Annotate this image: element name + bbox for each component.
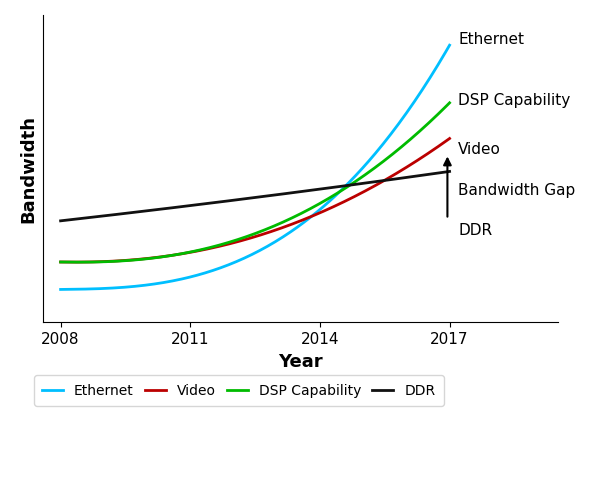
- Video: [71, 259, 79, 265]
- Ethernet: [446, 43, 453, 48]
- DDR: [57, 218, 64, 224]
- Video: [58, 259, 65, 265]
- Video: [289, 221, 296, 227]
- DSP Capability: [58, 259, 65, 265]
- Text: Ethernet: Ethernet: [458, 32, 524, 47]
- Text: DDR: DDR: [458, 223, 493, 238]
- DSP Capability: [57, 259, 64, 265]
- Y-axis label: Bandwidth: Bandwidth: [20, 115, 38, 223]
- DDR: [58, 218, 65, 224]
- Ethernet: [58, 287, 65, 293]
- DDR: [287, 190, 295, 196]
- Ethernet: [295, 223, 302, 229]
- DDR: [289, 190, 296, 196]
- Text: Bandwidth Gap: Bandwidth Gap: [458, 183, 575, 198]
- Text: Video: Video: [458, 142, 501, 157]
- Video: [386, 174, 394, 180]
- Line: Video: Video: [61, 139, 449, 262]
- Video: [296, 218, 304, 224]
- Ethernet: [289, 228, 296, 234]
- Video: [411, 159, 418, 165]
- DSP Capability: [289, 215, 296, 221]
- Ethernet: [57, 287, 64, 293]
- DSP Capability: [446, 100, 453, 106]
- DDR: [295, 189, 302, 195]
- Line: DDR: DDR: [61, 172, 449, 221]
- Ethernet: [410, 100, 417, 106]
- DSP Capability: [386, 153, 394, 159]
- Line: Ethernet: Ethernet: [61, 45, 449, 290]
- Ethernet: [385, 134, 392, 140]
- DSP Capability: [290, 214, 297, 220]
- DDR: [385, 177, 392, 183]
- Video: [446, 136, 453, 141]
- Video: [290, 221, 297, 227]
- DDR: [410, 174, 417, 179]
- DSP Capability: [411, 133, 418, 139]
- Text: DSP Capability: DSP Capability: [458, 93, 571, 108]
- DSP Capability: [75, 259, 82, 265]
- Line: DSP Capability: DSP Capability: [61, 103, 449, 262]
- DSP Capability: [296, 211, 304, 217]
- X-axis label: Year: Year: [278, 353, 323, 370]
- Legend: Ethernet, Video, DSP Capability, DDR: Ethernet, Video, DSP Capability, DDR: [34, 375, 444, 406]
- Video: [57, 259, 64, 265]
- Ethernet: [287, 229, 295, 235]
- DDR: [446, 169, 453, 174]
